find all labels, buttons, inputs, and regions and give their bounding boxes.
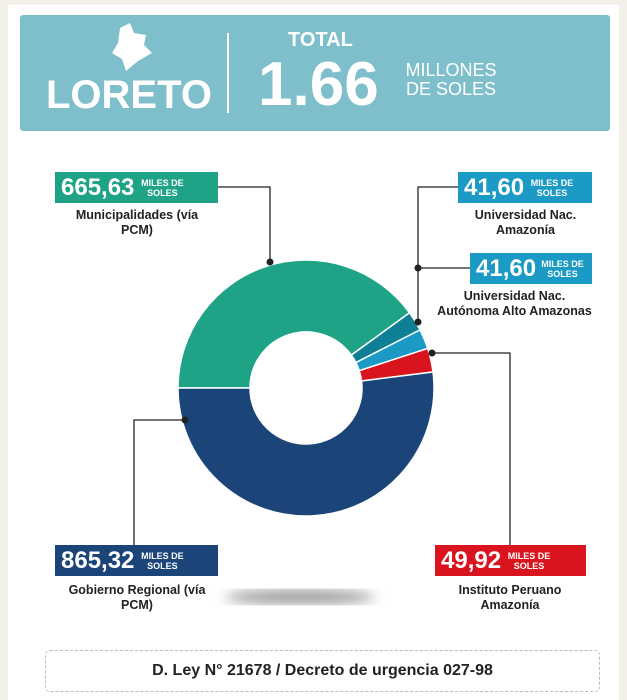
leader-line <box>133 419 185 545</box>
total-unit: MILLONES DE SOLES <box>405 60 497 99</box>
leader-line <box>417 186 458 322</box>
region-icon <box>112 23 152 71</box>
value-unit: MILES DE SOLES <box>141 177 184 198</box>
shadow <box>225 590 375 604</box>
leader-dot <box>181 416 189 424</box>
leader-dot <box>414 264 422 272</box>
leader-dot <box>428 349 436 357</box>
value-label: 41,60 <box>464 173 525 201</box>
leader-dot <box>266 258 274 266</box>
leader-dot <box>414 318 422 326</box>
value-label: 41,60 <box>476 254 537 282</box>
region: LORETO <box>46 73 212 117</box>
value-unit: MILES DE SOLES <box>507 550 551 571</box>
category-label: Universidad Nac. Amazonía <box>474 208 577 237</box>
value-label: 49,92 <box>441 546 502 574</box>
category-label: Universidad Nac. Autónoma Alto Amazonas <box>437 289 592 318</box>
donut-segment <box>177 371 435 517</box>
leader-line <box>432 352 511 545</box>
leader-line <box>218 186 271 262</box>
value-unit: MILES DE SOLES <box>541 258 584 279</box>
divider <box>227 33 229 113</box>
value-badge: 865,32 MILES DE SOLES <box>55 545 218 576</box>
value-unit: MILES DE SOLES <box>141 550 184 571</box>
value-badge: 665,63 MILES DE SOLES <box>55 172 218 203</box>
category-label: Municipalidades (vía PCM) <box>75 208 199 237</box>
value-unit: MILES DE SOLES <box>530 177 574 198</box>
value-badge: 41,60 MILES DE SOLES <box>470 253 592 284</box>
category-label: Gobierno Regional (vía PCM) <box>68 583 206 612</box>
total-label: TOTAL <box>288 29 353 51</box>
category-label: Instituto Peruano Amazonía <box>458 583 562 612</box>
footer: D. Ley N° 21678 / Decreto de urgencia 02… <box>45 650 600 692</box>
total-value: 1.66 <box>258 50 379 119</box>
donut-segment <box>177 259 411 389</box>
value-badge: 41,60 MILES DE SOLES <box>458 172 592 203</box>
value-label: 865,32 <box>61 546 135 574</box>
header: LORETO TOTAL 1.66 MILLONES DE SOLES <box>20 15 610 131</box>
value-badge: 49,92 MILES DE SOLES <box>435 545 586 576</box>
value-label: 665,63 <box>61 173 135 201</box>
